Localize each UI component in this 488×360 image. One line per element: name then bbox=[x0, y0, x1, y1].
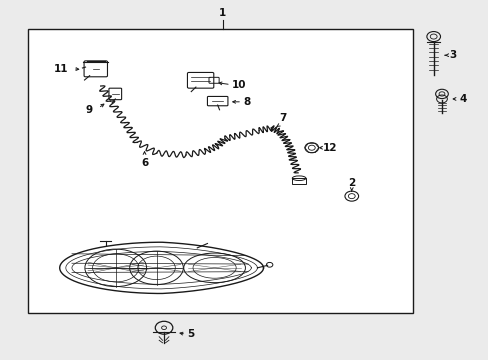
Text: 8: 8 bbox=[243, 97, 250, 107]
Text: 9: 9 bbox=[85, 105, 92, 115]
Bar bbox=[292, 178, 305, 184]
Text: 10: 10 bbox=[232, 80, 246, 90]
Text: 1: 1 bbox=[219, 8, 226, 18]
Text: 5: 5 bbox=[187, 329, 194, 339]
Text: 3: 3 bbox=[448, 50, 456, 60]
Text: 11: 11 bbox=[53, 64, 68, 74]
Text: 4: 4 bbox=[458, 94, 466, 104]
Text: 2: 2 bbox=[347, 178, 355, 188]
Text: 7: 7 bbox=[278, 113, 285, 123]
Bar bbox=[27, 30, 412, 313]
Text: 12: 12 bbox=[322, 143, 336, 153]
Text: 6: 6 bbox=[141, 158, 148, 168]
